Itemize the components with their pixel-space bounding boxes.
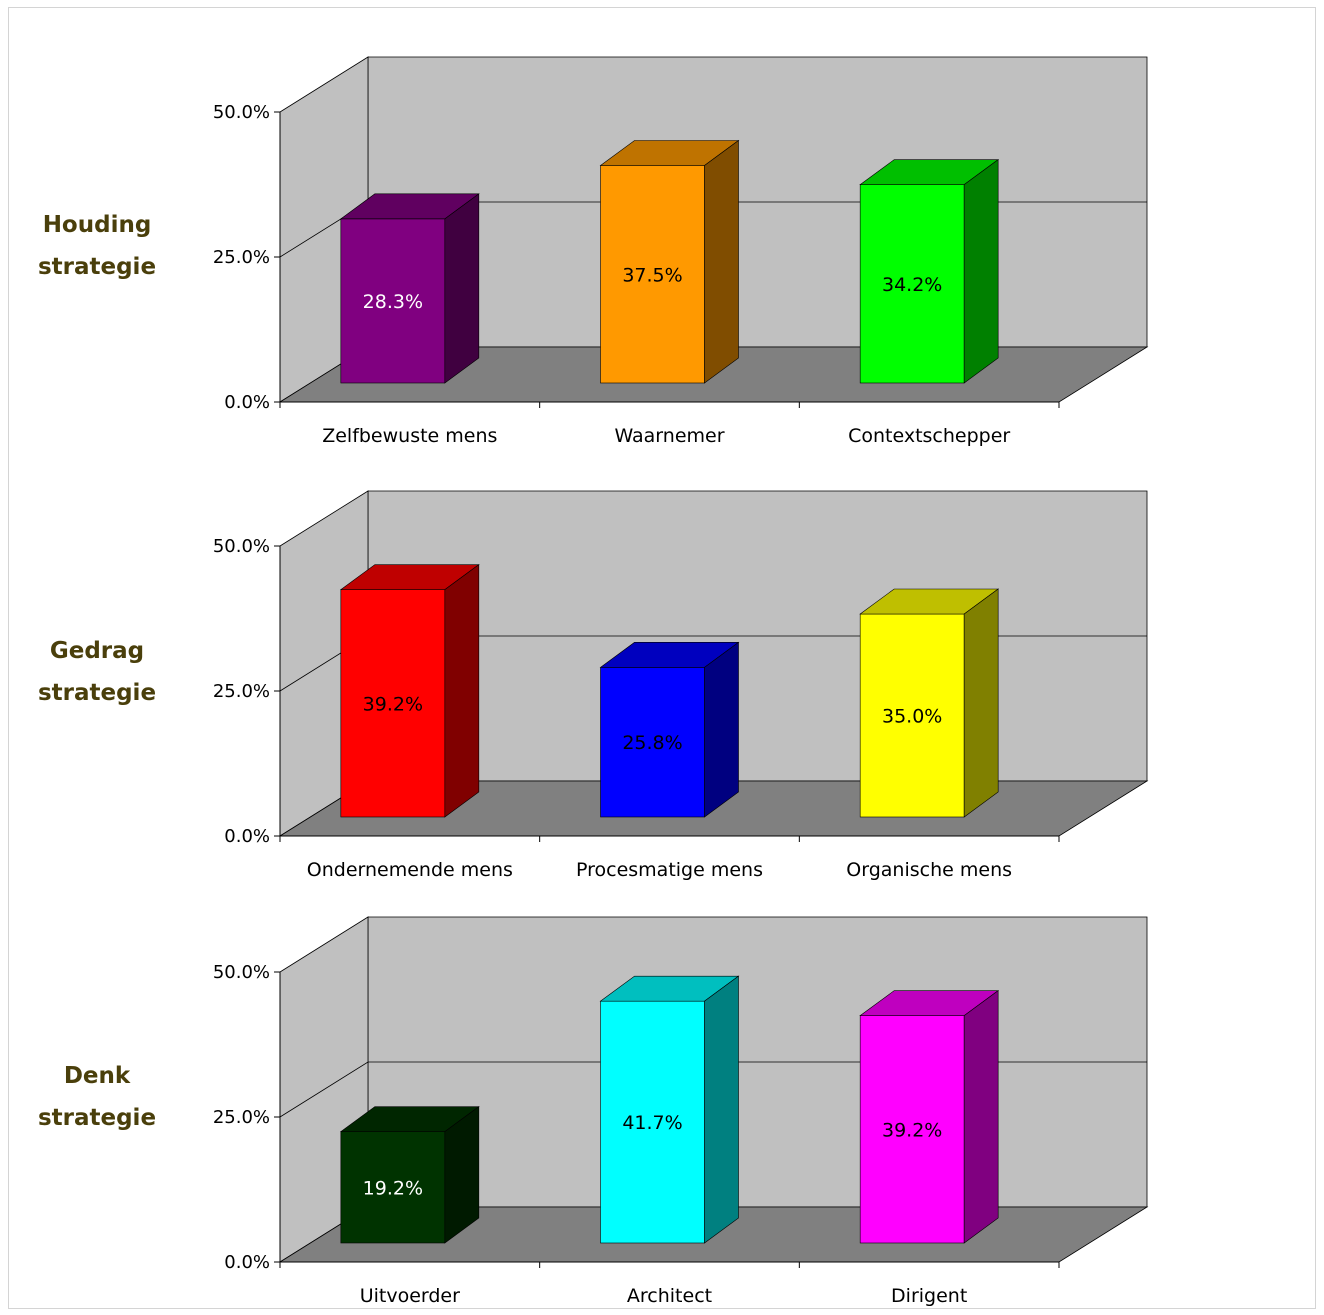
y-tick-label: 50.0% — [213, 962, 270, 983]
data-label: 34.2% — [882, 274, 942, 296]
bar-front — [600, 1000, 705, 1244]
y-tick-label: 50.0% — [213, 102, 270, 123]
category-label: Waarnemer — [614, 425, 724, 447]
bar — [339, 1106, 480, 1244]
chart-1: 0.0% 25.0% 50.0% 28.3% Zelfbewuste mens 37.5%… — [213, 56, 1149, 447]
chart-3-title-line-2: strategie — [37, 1105, 157, 1131]
category-label: Uitvoerder — [360, 1285, 460, 1307]
bar — [859, 588, 1000, 818]
bar — [339, 193, 480, 384]
bar — [599, 975, 740, 1244]
y-tick-label: 50.0% — [213, 536, 270, 557]
bar-side — [963, 159, 999, 384]
y-tick-label: 0.0% — [224, 1252, 270, 1273]
data-label: 41.7% — [622, 1112, 682, 1134]
bar-side — [963, 588, 999, 818]
chart-1-title-line-2: strategie — [37, 254, 157, 280]
bar-front — [859, 184, 965, 384]
bar — [859, 159, 1000, 384]
data-label: 39.2% — [882, 1119, 942, 1141]
data-label: 35.0% — [882, 706, 942, 728]
bar-front — [600, 667, 705, 818]
bar-side — [444, 564, 480, 818]
bar-side — [704, 139, 739, 384]
bar-side — [704, 975, 739, 1244]
y-tick-label: 25.0% — [213, 247, 270, 268]
category-label: Ondernemende mens — [307, 859, 513, 881]
category-label: Contextschepper — [848, 425, 1010, 447]
y-tick-label: 0.0% — [224, 826, 270, 847]
data-label: 19.2% — [363, 1177, 423, 1199]
category-label: Organische mens — [846, 859, 1012, 881]
chart-2: 0.0% 25.0% 50.0% 39.2% Ondernemende mens 25.8… — [213, 490, 1149, 881]
bar-side — [444, 193, 480, 384]
category-label: Zelfbewuste mens — [322, 425, 497, 447]
category-label: Procesmatige mens — [576, 859, 763, 881]
bar-front — [340, 1131, 446, 1244]
chart-3-title: Denk strategie — [14, 1055, 180, 1139]
chart-2-title: Gedrag strategie — [14, 630, 180, 714]
y-tick-label: 25.0% — [213, 1107, 270, 1128]
chart-1-title: Houding strategie — [14, 204, 180, 288]
chart-3-title-line-1: Denk — [63, 1063, 131, 1089]
bar-front — [340, 589, 446, 818]
data-label: 37.5% — [622, 264, 682, 286]
bar — [599, 641, 740, 818]
y-tick-label: 0.0% — [224, 392, 270, 413]
data-label: 39.2% — [363, 693, 423, 715]
bar — [599, 139, 740, 384]
bar-side — [963, 990, 999, 1244]
chart-1-title-line-1: Houding — [42, 212, 152, 238]
bar-side — [704, 641, 739, 818]
category-label: Architect — [627, 1285, 712, 1307]
bar — [859, 990, 1000, 1244]
bar-front — [600, 165, 705, 384]
y-tick-label: 25.0% — [213, 681, 270, 702]
chart-2-title-line-2: strategie — [37, 680, 157, 706]
data-label: 25.8% — [622, 732, 682, 754]
bar-side — [444, 1106, 480, 1244]
chart-3: 0.0% 25.0% 50.0% 19.2% Uitvoerder 41.7% Archit… — [213, 916, 1149, 1307]
bar-front — [340, 218, 446, 384]
data-label: 28.3% — [363, 291, 423, 313]
bar-front — [859, 613, 965, 818]
bar — [339, 564, 480, 818]
category-label: Dirigent — [891, 1285, 967, 1307]
chart-2-title-line-1: Gedrag — [49, 638, 145, 664]
